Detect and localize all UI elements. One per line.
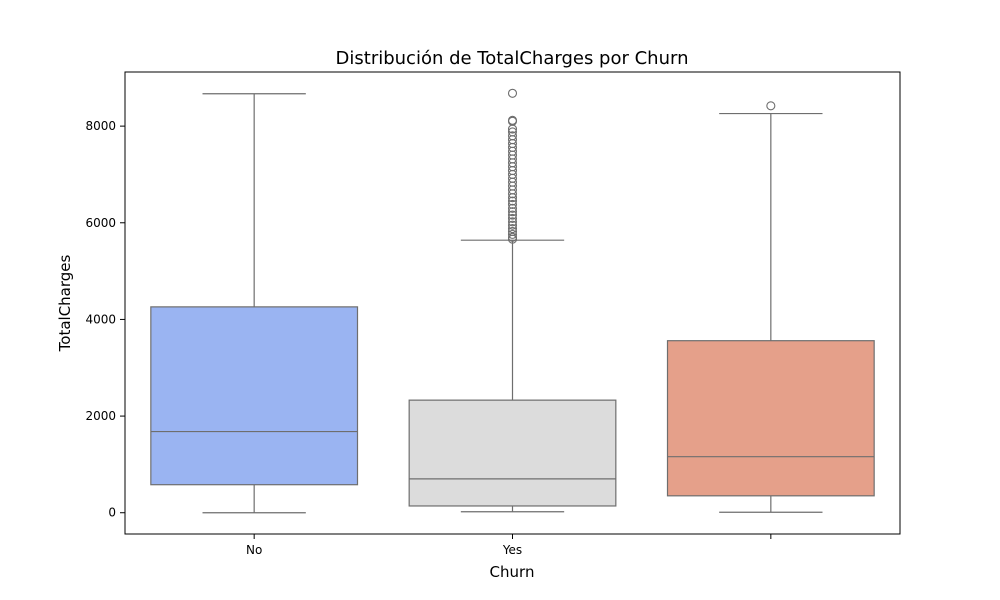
x-tick-label: No xyxy=(246,543,262,557)
outlier-point xyxy=(507,220,518,230)
outlier-point xyxy=(507,199,518,209)
y-tick-label: 6000 xyxy=(85,216,116,230)
outlier-point xyxy=(507,88,518,98)
outlier-point xyxy=(507,226,518,237)
x-axis: No Yes xyxy=(246,534,772,557)
outlier-point xyxy=(766,101,776,111)
box-group xyxy=(666,101,875,513)
y-tick-label: 8000 xyxy=(85,119,116,133)
outlier-point xyxy=(507,196,518,206)
outlier-point xyxy=(507,131,518,141)
outlier-point xyxy=(507,127,518,137)
x-axis-label: Churn xyxy=(490,563,535,581)
outlier-point xyxy=(507,115,518,125)
outlier-point xyxy=(507,203,518,213)
box-iqr xyxy=(666,340,875,497)
box-group xyxy=(150,93,359,514)
y-axis-label: TotalCharges xyxy=(56,254,74,352)
plot-frame xyxy=(124,71,901,535)
box-iqr xyxy=(408,399,617,507)
y-tick-label: 4000 xyxy=(85,312,116,326)
chart-title: Distribución de TotalCharges por Churn xyxy=(336,48,689,69)
x-tick-label: Yes xyxy=(502,543,522,557)
y-tick-label: 0 xyxy=(108,506,116,520)
outlier-point xyxy=(507,232,518,242)
y-tick-label: 2000 xyxy=(85,409,116,423)
outlier-point xyxy=(507,229,518,239)
y-axis: 0 2000 4000 6000 8000 xyxy=(85,119,125,520)
plot-area xyxy=(150,88,875,514)
outlier-point xyxy=(507,210,518,220)
box-group xyxy=(408,88,617,513)
outlier-point xyxy=(507,207,518,217)
outlier-point xyxy=(507,224,518,234)
outlier-point xyxy=(507,217,518,227)
box-iqr xyxy=(150,306,359,486)
outlier-point xyxy=(507,213,518,223)
